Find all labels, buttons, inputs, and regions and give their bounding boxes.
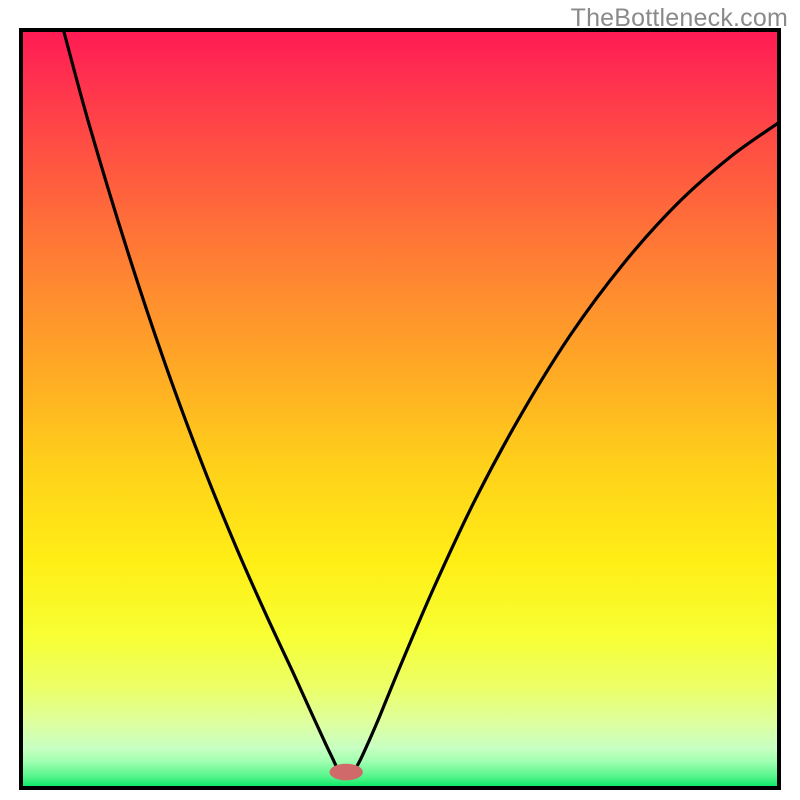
plot-background [21,30,779,788]
watermark-text: TheBottleneck.com [571,4,788,33]
minimum-marker [330,764,363,781]
